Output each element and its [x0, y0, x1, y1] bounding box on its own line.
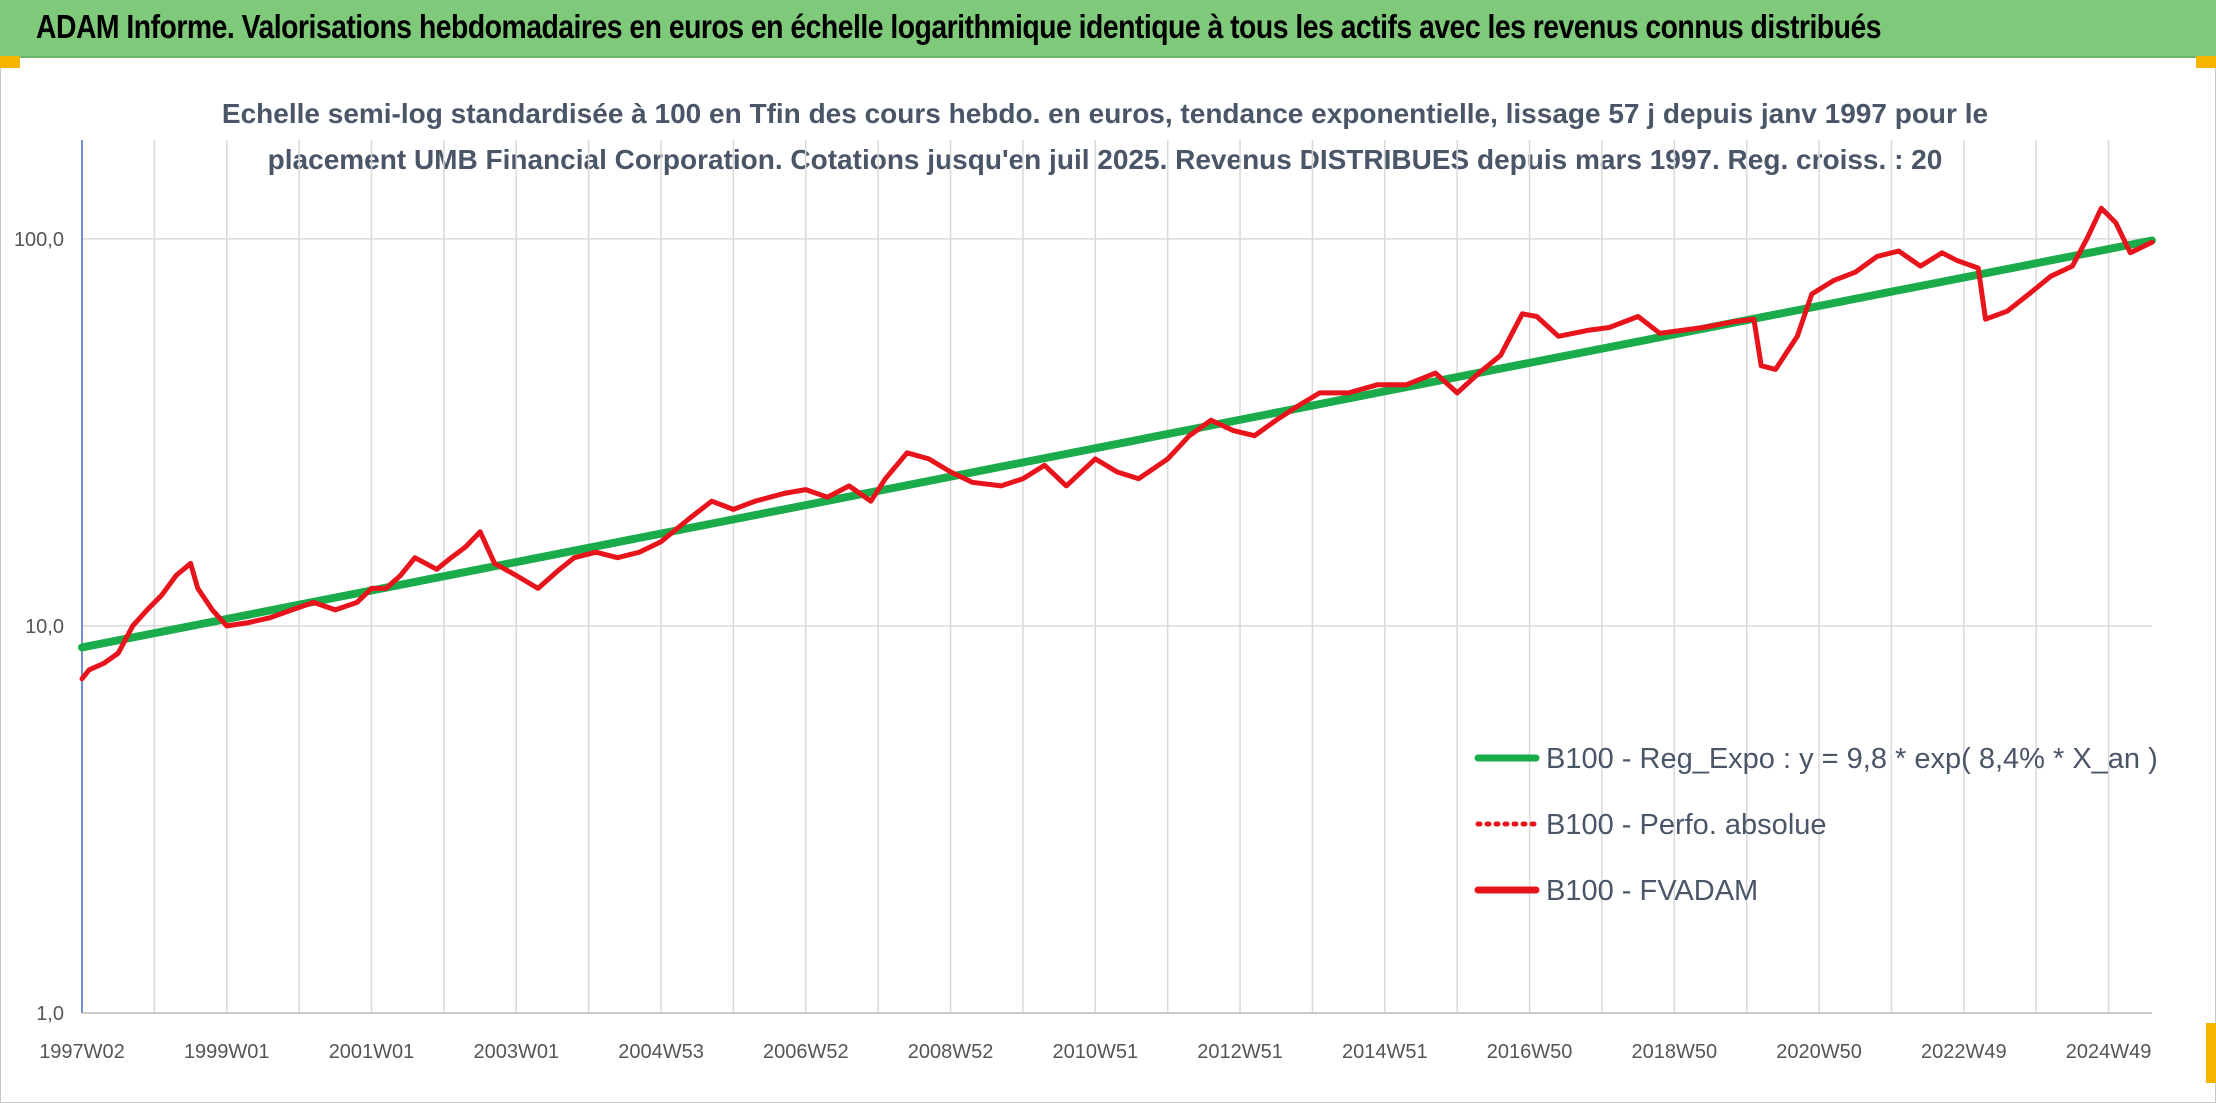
series	[78, 205, 2156, 682]
y-tick-label-1: 10,0	[25, 616, 64, 638]
x-tick-label-13: 2022W49	[1921, 1041, 2007, 1063]
x-tick-label-6: 2008W52	[908, 1041, 994, 1063]
chart-subtitle-line-1: Echelle semi-log standardisée à 100 en T…	[222, 98, 1988, 129]
legend-label-0: B100 - Reg_Expo : y = 9,8 * exp( 8,4% * …	[1546, 743, 2158, 775]
x-tick-label-1: 1999W01	[184, 1041, 270, 1063]
axes: 1,0 10,0 100,0 1997W02 1999W01 2001W01 2003W01…	[14, 140, 2152, 1063]
legend-label-1: B100 - Perfo. absolue	[1546, 809, 1827, 841]
x-tick-label-14: 2024W49	[2066, 1041, 2152, 1063]
x-tick-label-3: 2003W01	[473, 1041, 559, 1063]
banner-title: ADAM Informe. Valorisations hebdomadaire…	[36, 8, 1882, 45]
legend: B100 - Reg_Expo : y = 9,8 * exp( 8,4% * …	[1474, 743, 2158, 907]
report-banner: ADAM Informe. Valorisations hebdomadaire…	[0, 0, 2216, 58]
x-tick-label-4: 2004W53	[618, 1041, 704, 1063]
x-tick-label-10: 2016W50	[1487, 1041, 1573, 1063]
series-line-2	[79, 205, 2155, 682]
y-tick-label-2: 100,0	[14, 229, 64, 251]
x-tick-label-0: 1997W02	[39, 1041, 125, 1063]
legend-label-2: B100 - FVADAM	[1546, 875, 1758, 907]
x-tick-label-2: 2001W01	[329, 1041, 415, 1063]
x-tick-label-8: 2012W51	[1197, 1041, 1283, 1063]
chart-subtitle-line-2: placement UMB Financial Corporation. Cot…	[268, 144, 1943, 175]
y-tick-label-0: 1,0	[36, 1003, 64, 1025]
x-tick-label-12: 2020W50	[1776, 1041, 1862, 1063]
corner-accent-right	[2196, 56, 2216, 68]
grid	[81, 140, 2152, 1014]
corner-accent-bottom-right	[2206, 1023, 2216, 1083]
x-tick-label-7: 2010W51	[1052, 1041, 1138, 1063]
x-tick-label-11: 2018W50	[1631, 1041, 1717, 1063]
series-line-0	[78, 236, 2156, 652]
x-tick-label-9: 2014W51	[1342, 1041, 1428, 1063]
corner-accent-left	[0, 56, 20, 68]
x-tick-label-5: 2006W52	[763, 1041, 849, 1063]
